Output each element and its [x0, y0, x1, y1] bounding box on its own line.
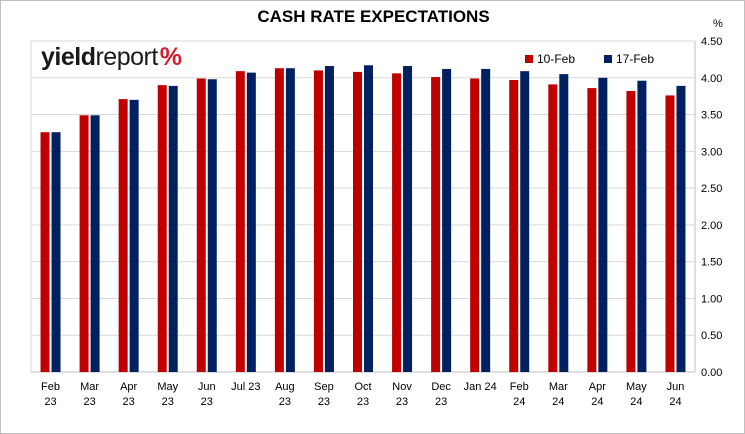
x-tick-label: Jun	[198, 381, 216, 393]
yieldreport-logo: yieldreport%	[41, 42, 182, 72]
x-tick-label: Mar	[80, 381, 99, 393]
bar-17-feb	[246, 72, 256, 372]
x-tick-label: May	[626, 381, 647, 393]
bar-10-feb	[626, 91, 636, 373]
bar-17-feb	[90, 115, 100, 373]
bars	[40, 65, 686, 373]
y-tick-label: 2.00	[701, 220, 722, 232]
x-tick-label: Oct	[354, 381, 371, 393]
bar-10-feb	[587, 88, 597, 372]
x-tick-label: 23	[279, 396, 291, 408]
legend-swatch	[604, 55, 612, 63]
logo-text-yield: yield	[41, 43, 96, 71]
bar-10-feb	[40, 132, 50, 372]
x-tick-label: 23	[396, 396, 408, 408]
bar-17-feb	[403, 66, 413, 373]
x-tick-label: Sep	[314, 381, 334, 393]
x-tick-label: Mar	[549, 381, 568, 393]
bar-17-feb	[442, 68, 452, 372]
y-tick-label: 3.50	[701, 110, 722, 122]
x-tick-label: 24	[591, 396, 603, 408]
legend-swatch	[525, 55, 533, 63]
bar-17-feb	[520, 71, 530, 372]
bar-10-feb	[548, 84, 558, 373]
bar-17-feb	[129, 99, 139, 372]
bar-10-feb	[118, 99, 128, 372]
y-axis-unit-label: %	[713, 18, 723, 30]
bar-17-feb	[598, 77, 608, 373]
y-axis: 0.00 0.50 1.00 1.50 2.00 2.50 3.00 3.50 4.00 4.50…	[701, 18, 723, 379]
bar-17-feb	[481, 68, 491, 372]
x-tick-label: 23	[83, 396, 95, 408]
logo-text-report: report	[95, 43, 158, 71]
bar-10-feb	[470, 78, 480, 372]
x-tick-label: 23	[44, 396, 56, 408]
y-tick-label: 1.50	[701, 257, 722, 269]
x-tick-label: 23	[123, 396, 135, 408]
x-tick-label: 24	[669, 396, 681, 408]
bar-10-feb	[509, 79, 519, 373]
bar-10-feb	[235, 71, 245, 372]
x-tick-label: Nov	[392, 381, 412, 393]
x-tick-label: Jul 23	[231, 381, 260, 393]
gridlines	[30, 40, 696, 373]
y-tick-label: 0.00	[701, 367, 722, 379]
legend-label: 17-Feb	[616, 52, 654, 66]
y-tick-label: 2.50	[701, 183, 722, 195]
bar-17-feb	[51, 132, 61, 372]
bar-17-feb	[168, 85, 178, 372]
x-tick-label: 23	[318, 396, 330, 408]
chart-title: CASH RATE EXPECTATIONS	[257, 7, 490, 26]
x-tick-label: Aug	[275, 381, 295, 393]
x-axis: Feb 23 Mar 23 Apr 23 May 23 Jun 23 Jul 23 Aug 23 Sep 2…	[41, 381, 684, 408]
x-tick-label: Feb	[41, 381, 60, 393]
bar-10-feb	[313, 70, 323, 372]
y-tick-label: 0.50	[701, 330, 722, 342]
legend-label: 10-Feb	[537, 52, 575, 66]
bar-17-feb	[207, 79, 217, 372]
x-tick-label: 24	[552, 396, 564, 408]
bar-17-feb	[324, 66, 334, 373]
y-tick-label: 4.50	[701, 36, 722, 48]
y-tick-label: 3.00	[701, 146, 722, 158]
x-tick-label: Feb	[510, 381, 529, 393]
bar-17-feb	[637, 80, 647, 372]
y-tick-label: 1.00	[701, 293, 722, 305]
bar-10-feb	[431, 77, 441, 372]
bar-17-feb	[364, 65, 373, 373]
x-tick-label: Apr	[120, 381, 137, 393]
x-tick-label: 24	[513, 396, 525, 408]
bar-10-feb	[353, 71, 362, 372]
x-tick-label: 23	[162, 396, 174, 408]
bar-17-feb	[559, 74, 569, 372]
x-tick-label: 23	[435, 396, 447, 408]
bar-10-feb	[79, 115, 89, 373]
bar-17-feb	[676, 85, 686, 372]
x-tick-label: Jun	[667, 381, 685, 393]
y-tick-label: 4.00	[701, 73, 722, 85]
bar-10-feb	[392, 73, 402, 372]
bar-10-feb	[157, 85, 167, 372]
x-tick-label: 23	[357, 396, 369, 408]
bar-10-feb	[665, 95, 675, 372]
x-tick-label: May	[157, 381, 178, 393]
bar-10-feb	[196, 78, 206, 372]
x-tick-label: Dec	[431, 381, 451, 393]
x-tick-label: 23	[201, 396, 213, 408]
x-tick-label: Apr	[589, 381, 606, 393]
x-tick-label: Jan 24	[464, 381, 497, 393]
legend: 10-Feb 17-Feb	[525, 52, 654, 66]
logo-percent-icon: %	[159, 43, 182, 71]
bar-17-feb	[285, 68, 295, 373]
bar-10-feb	[274, 68, 284, 373]
x-tick-label: 24	[630, 396, 642, 408]
